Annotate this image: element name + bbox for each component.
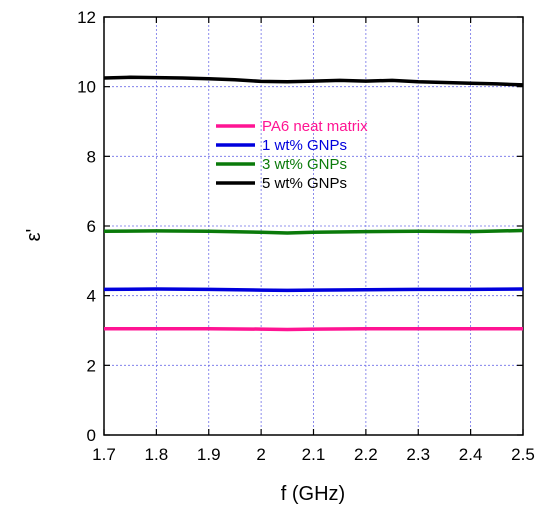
x-tick-label: 2.4: [459, 445, 483, 464]
legend-label-1: PA6 neat matrix: [262, 118, 368, 135]
x-tick-label: 1.8: [145, 445, 169, 464]
x-tick-label: 2: [256, 445, 265, 464]
y-tick-labels: 0 2 4 6 8 10 12: [77, 8, 96, 445]
axis-ticks: [103, 16, 524, 436]
series-line-3: [103, 228, 524, 235]
series-line-1: [104, 327, 523, 332]
y-tick-label: 12: [77, 8, 96, 27]
x-tick-label: 1.7: [92, 445, 116, 464]
legend: PA6 neat matrix 1 wt% GNPs 3 wt% GNPs 5 wt%…: [216, 118, 368, 192]
series-line-4: [103, 75, 524, 87]
x-tick-labels: 1.7 1.8 1.9 2 2.1 2.2 2.3 2.4 2.5: [92, 445, 535, 464]
y-tick-label: 6: [87, 217, 96, 236]
legend-label-3: 3 wt% GNPs: [262, 156, 347, 173]
x-tick-label: 2.3: [406, 445, 430, 464]
grid: [104, 17, 523, 435]
x-axis-label: f (GHz): [281, 483, 345, 505]
y-tick-label: 4: [87, 287, 96, 306]
x-tick-label: 2.1: [302, 445, 326, 464]
x-tick-label: 1.9: [197, 445, 221, 464]
y-tick-label: 10: [77, 78, 96, 97]
x-tick-label: 2.2: [354, 445, 378, 464]
y-tick-label: 0: [87, 426, 96, 445]
x-tick-label: 2.5: [511, 445, 535, 464]
legend-label-2: 1 wt% GNPs: [262, 137, 347, 154]
series-lines: [103, 75, 524, 332]
y-tick-label: 2: [87, 356, 96, 375]
y-axis-label: ε': [23, 229, 45, 242]
legend-label-4: 5 wt% GNPs: [262, 175, 347, 192]
series-line-2: [103, 287, 524, 293]
y-tick-label: 8: [87, 147, 96, 166]
